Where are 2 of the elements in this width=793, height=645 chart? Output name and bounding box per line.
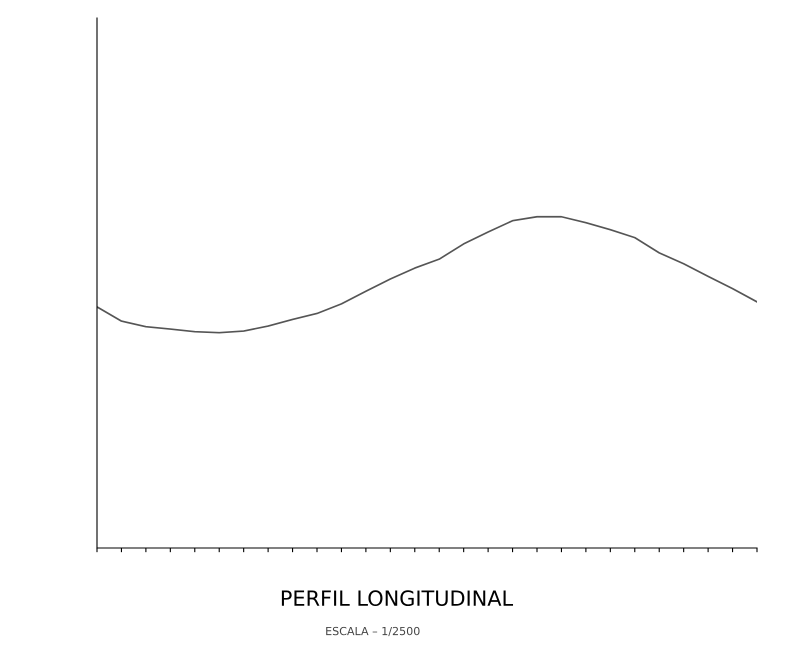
text: PERFIL LONGITUDINAL — [282, 590, 514, 606]
text: ESCALA – 1/2500 — [326, 626, 420, 636]
